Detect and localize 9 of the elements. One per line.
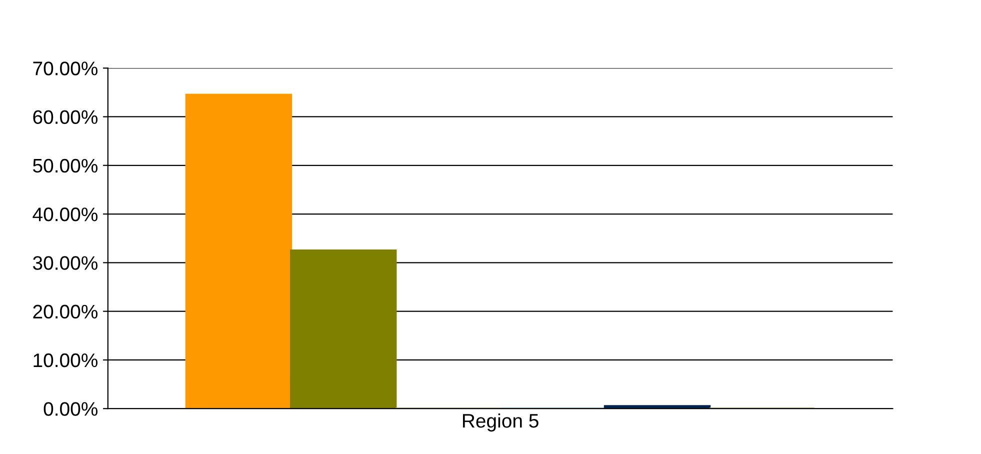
y-tick-label: 20.00%: [33, 304, 98, 319]
y-tick-label: 50.00%: [33, 158, 98, 173]
y-tick-label: 60.00%: [33, 110, 98, 124]
y-tick-label: 10.00%: [34, 353, 98, 368]
y-tick-label: 30.00%: [32, 256, 98, 270]
y-tick-label: 40.00%: [32, 207, 98, 222]
y-tick-label: 0.00%: [44, 402, 98, 416]
x-tick-label: Region 5: [462, 413, 538, 432]
y-tick-label: 70.00%: [33, 62, 98, 76]
